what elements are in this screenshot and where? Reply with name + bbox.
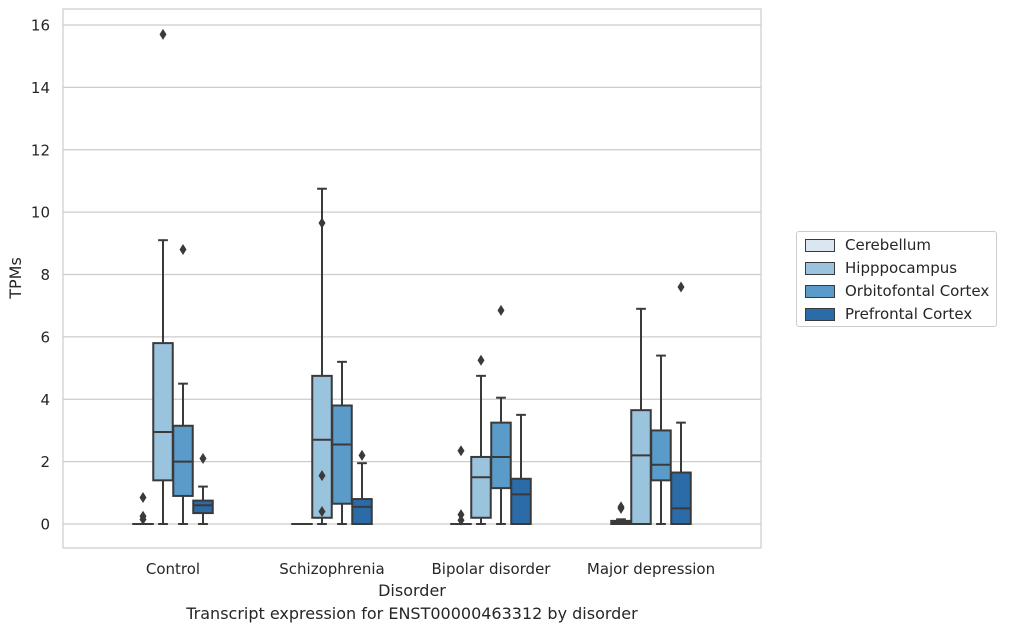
box-2-3 <box>650 354 672 525</box>
outlier-point <box>457 445 465 457</box>
y-tick-label: 8 <box>40 266 50 284</box>
outlier-point <box>318 470 326 482</box>
legend-label: Hipppocampus <box>845 259 958 277</box>
outlier-point <box>139 510 147 522</box>
box-1-1 <box>311 187 333 525</box>
box-1-0 <box>152 28 174 525</box>
box-3-2 <box>510 413 532 526</box>
box-body <box>490 421 512 490</box>
legend-item: Orbitofontal Cortex <box>805 281 989 301</box>
box-groups <box>132 28 692 526</box>
y-axis-label: TPMs <box>6 257 25 300</box>
figure-caption: Transcript expression for ENST0000046331… <box>186 604 638 623</box>
legend-label: Orbitofontal Cortex <box>845 282 990 300</box>
y-tick-label: 10 <box>31 204 50 222</box>
box-2-2 <box>490 304 512 525</box>
box-body <box>510 477 532 526</box>
legend-label: Cerebellum <box>845 236 931 254</box>
legend-label: Prefrontal Cortex <box>845 305 973 323</box>
outlier-point <box>617 501 625 513</box>
box-0-2 <box>450 445 472 526</box>
outlier-point <box>457 509 465 521</box>
box-3-1 <box>351 449 373 525</box>
box-3-0 <box>192 453 214 525</box>
box-body <box>311 374 333 519</box>
legend-item: Prefrontal Cortex <box>805 304 972 324</box>
box-body <box>670 471 692 525</box>
x-tick-labels: Control Schizophrenia Bipolar disorder Majo… <box>146 560 715 578</box>
box-body <box>630 409 652 525</box>
box-body <box>650 429 672 482</box>
legend-item: Hipppocampus <box>805 258 957 278</box>
outlier-point <box>139 491 147 503</box>
outlier-point <box>318 506 326 518</box>
y-tick-label: 4 <box>40 391 50 409</box>
outlier-point <box>159 28 167 40</box>
outlier-point <box>358 449 366 461</box>
x-tick-label: Control <box>146 560 200 578</box>
x-axis-label: Disorder <box>378 581 446 600</box>
box-0-0 <box>132 491 154 526</box>
legend-swatch <box>805 261 835 275</box>
legend-swatch <box>805 238 835 252</box>
box-body <box>351 498 373 525</box>
outlier-point <box>677 281 685 293</box>
box-body <box>470 455 492 519</box>
x-tick-label: Major depression <box>587 560 715 578</box>
box-2-1 <box>331 360 353 525</box>
y-tick-labels: 0 2 4 6 8 10 12 14 16 <box>31 17 50 534</box>
y-tick-label: 6 <box>40 328 50 346</box>
box-body <box>192 499 214 515</box>
y-tick-label: 0 <box>40 516 50 534</box>
box-2-0 <box>172 244 194 525</box>
y-tick-label: 2 <box>40 453 50 471</box>
legend: Cerebellum Hipppocampus Orbitofontal Corte… <box>796 231 997 327</box>
outlier-point <box>497 304 505 316</box>
y-tick-label: 16 <box>31 17 50 35</box>
y-tick-label: 12 <box>31 141 50 159</box>
legend-swatch <box>805 284 835 298</box>
legend-item: Cerebellum <box>805 235 931 255</box>
outlier-point <box>199 453 207 465</box>
x-tick-label: Bipolar disorder <box>432 560 552 578</box>
outlier-point <box>179 244 187 256</box>
plot-frame <box>62 8 762 549</box>
box-body <box>152 342 174 482</box>
outlier-point <box>477 354 485 366</box>
outlier-point <box>318 217 326 229</box>
box-3-3 <box>670 281 692 525</box>
outlier-point <box>457 514 465 526</box>
box-body <box>331 404 353 505</box>
x-tick-label: Schizophrenia <box>279 560 384 578</box>
y-tick-label: 14 <box>31 79 50 97</box>
legend-swatch <box>805 307 835 321</box>
